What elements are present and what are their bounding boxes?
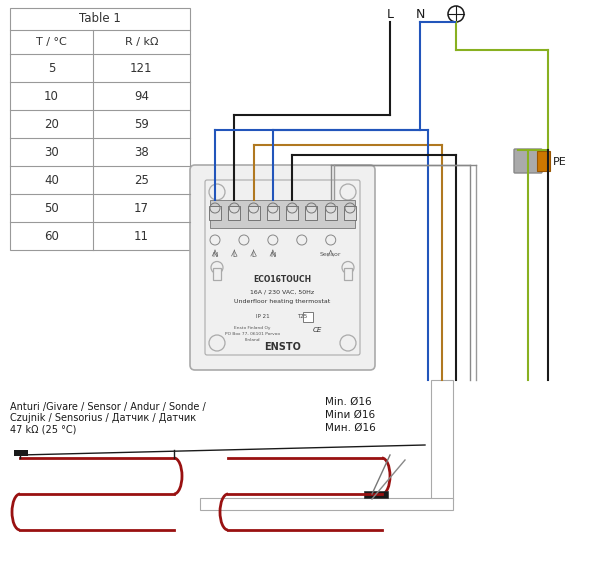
Text: N: N [270, 252, 276, 258]
Text: 10: 10 [44, 90, 59, 103]
FancyBboxPatch shape [514, 149, 542, 173]
Text: L: L [387, 8, 393, 20]
Text: ECO16TOUCH: ECO16TOUCH [254, 276, 312, 285]
Bar [306, 206, 318, 220]
Text: 50: 50 [44, 202, 59, 215]
Text: PO Box 77, 06101 Porvoo: PO Box 77, 06101 Porvoo [225, 332, 280, 336]
Text: N: N [213, 252, 218, 258]
FancyBboxPatch shape [205, 180, 360, 355]
Text: Sensor: Sensor [320, 252, 342, 258]
Text: Anturi /Givare / Sensor / Andur / Sonde /: Anturi /Givare / Sensor / Andur / Sonde … [10, 402, 206, 412]
Text: PE: PE [553, 157, 567, 167]
Text: 38: 38 [134, 146, 148, 159]
Text: 47 kΩ (25 °C): 47 kΩ (25 °C) [10, 425, 76, 435]
Text: Table 1: Table 1 [79, 12, 121, 26]
Text: IP 21: IP 21 [255, 314, 269, 318]
Bar [344, 268, 352, 279]
Bar [213, 268, 221, 279]
Bar [431, 380, 453, 500]
Text: 94: 94 [134, 90, 149, 103]
Text: 60: 60 [44, 230, 59, 243]
Text: L: L [232, 252, 236, 258]
Text: Min. Ø16: Min. Ø16 [325, 397, 371, 407]
Bar [14, 450, 28, 456]
Text: T / °C: T / °C [36, 37, 67, 47]
Bar [200, 498, 453, 510]
Text: Minи Ø16: Minи Ø16 [325, 410, 375, 420]
Text: 30: 30 [44, 146, 59, 159]
Bar [286, 206, 298, 220]
Text: 16A / 230 VAC, 50Hz: 16A / 230 VAC, 50Hz [251, 290, 315, 294]
Text: T25: T25 [298, 314, 307, 318]
Text: 59: 59 [134, 118, 149, 131]
Bar [324, 206, 337, 220]
Text: ENSTO: ENSTO [264, 342, 301, 352]
Bar [10, 8, 190, 250]
Bar [267, 206, 279, 220]
Text: L: L [252, 252, 255, 258]
Text: 25: 25 [134, 174, 149, 187]
Text: Finland: Finland [244, 338, 260, 342]
Text: 17: 17 [134, 202, 149, 215]
Text: 20: 20 [44, 118, 59, 131]
FancyBboxPatch shape [190, 165, 375, 370]
Bar [537, 151, 550, 171]
Bar [210, 200, 355, 228]
Text: N: N [415, 8, 425, 20]
Text: R / kΩ: R / kΩ [125, 37, 158, 47]
Bar [209, 206, 221, 220]
Text: 40: 40 [44, 174, 59, 187]
Text: 5: 5 [48, 61, 55, 75]
Bar [344, 206, 356, 220]
Bar [302, 312, 312, 322]
Text: CE: CE [313, 327, 322, 333]
Bar [364, 491, 388, 498]
Bar [247, 206, 260, 220]
Text: 121: 121 [130, 61, 153, 75]
Text: Ensto Finland Oy: Ensto Finland Oy [234, 326, 271, 330]
Bar [229, 206, 240, 220]
Text: Underfloor heating thermostat: Underfloor heating thermostat [235, 300, 331, 304]
Text: Czujnik / Sensorius / Датчик / Датчик: Czujnik / Sensorius / Датчик / Датчик [10, 413, 196, 423]
Text: 11: 11 [134, 230, 149, 243]
Text: Мин. Ø16: Мин. Ø16 [325, 423, 376, 433]
